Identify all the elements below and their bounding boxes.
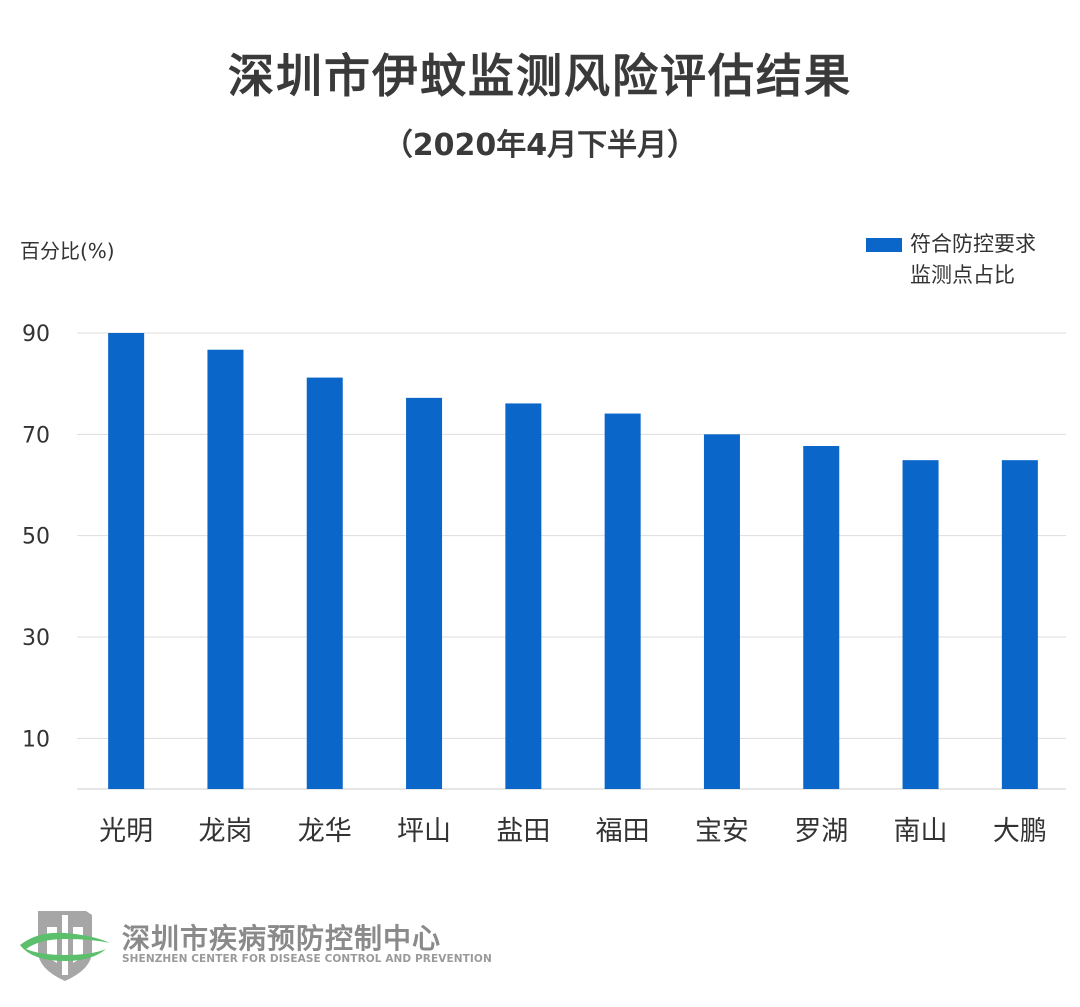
bar-4 bbox=[406, 397, 443, 789]
y-tick-label: 50 bbox=[22, 525, 50, 550]
x-tick-label: 罗湖 bbox=[794, 816, 848, 847]
x-tick-label: 南山 bbox=[894, 816, 948, 847]
bar-3 bbox=[306, 377, 343, 789]
x-tick-label: 光明 bbox=[99, 816, 153, 847]
x-tick-label: 大鹏 bbox=[993, 816, 1047, 847]
bar-10 bbox=[1001, 460, 1038, 789]
x-tick-label: 福田 bbox=[596, 816, 650, 847]
y-tick-label: 70 bbox=[22, 423, 50, 448]
chart-subtitle: （2020年4月下半月） bbox=[382, 128, 698, 163]
x-tick-label: 宝安 bbox=[695, 816, 749, 847]
y-tick-label: 90 bbox=[22, 322, 50, 347]
bar-5 bbox=[505, 403, 542, 789]
x-tick-label: 坪山 bbox=[397, 816, 451, 847]
x-tick-label: 龙华 bbox=[298, 816, 352, 847]
y-tick-label: 30 bbox=[22, 626, 50, 651]
bar-8 bbox=[803, 445, 840, 789]
legend-label-line1: 符合防控要求 bbox=[910, 232, 1036, 256]
bar-chart: 百分比(%) 10 30 50 70 90 光明 龙岗 龙华 坪山 盐田 福田 宝安 罗湖 南山 大鹏 符… bbox=[20, 232, 1066, 847]
bar-1 bbox=[108, 333, 145, 789]
x-tick-label: 盐田 bbox=[496, 816, 550, 847]
org-name-cn: 深圳市疾病预防控制中心 bbox=[122, 922, 442, 955]
cdc-shield-logo-icon bbox=[20, 911, 110, 981]
legend-swatch bbox=[866, 238, 902, 252]
y-axis-label: 百分比(%) bbox=[20, 239, 115, 263]
x-tick-labels: 光明 龙岗 龙华 坪山 盐田 福田 宝安 罗湖 南山 大鹏 bbox=[99, 816, 1047, 847]
chart-title: 深圳市伊蚊监测风险评估结果 bbox=[228, 49, 852, 103]
legend-label-line2: 监测点占比 bbox=[910, 263, 1015, 287]
legend: 符合防控要求 监测点占比 bbox=[866, 232, 1036, 287]
bar-6 bbox=[604, 413, 641, 789]
y-tick-labels: 10 30 50 70 90 bbox=[22, 322, 50, 752]
bar-9 bbox=[902, 460, 939, 789]
x-tick-label: 龙岗 bbox=[198, 816, 252, 847]
bars bbox=[108, 333, 1038, 789]
footer-branding: 深圳市疾病预防控制中心 SHENZHEN CENTER FOR DISEASE … bbox=[18, 905, 538, 985]
y-tick-label: 10 bbox=[22, 727, 50, 752]
bar-2 bbox=[207, 349, 244, 789]
org-name-en: SHENZHEN CENTER FOR DISEASE CONTROL AND … bbox=[122, 953, 492, 965]
bar-7 bbox=[703, 434, 740, 789]
